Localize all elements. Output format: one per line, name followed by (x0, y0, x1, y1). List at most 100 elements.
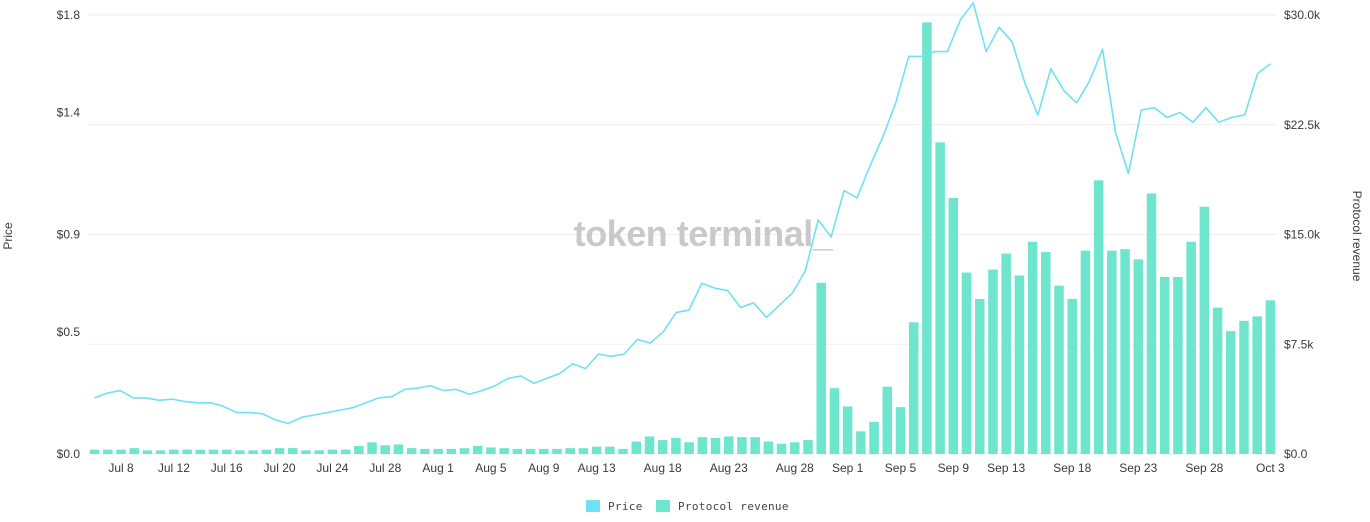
revenue-bar-0[interactable] (89, 449, 100, 454)
revenue-bar-21[interactable] (367, 442, 377, 454)
revenue-bar-63[interactable] (922, 22, 932, 454)
revenue-bar-51[interactable] (763, 441, 774, 454)
revenue-bar-40[interactable] (618, 448, 628, 454)
revenue-bar-55[interactable] (816, 282, 826, 454)
revenue-bar-32[interactable] (512, 448, 523, 454)
revenue-bar-7[interactable] (182, 449, 192, 454)
revenue-bar-28[interactable] (459, 448, 470, 454)
revenue-bar-15[interactable] (288, 448, 298, 454)
revenue-bar-1[interactable] (103, 449, 113, 454)
revenue-bar-23[interactable] (393, 444, 404, 454)
right-tick-label-2: $15.0k (1284, 228, 1321, 242)
x-tick-label-19: Sep 28 (1185, 461, 1223, 475)
revenue-bar-89[interactable] (1265, 300, 1276, 454)
revenue-bar-9[interactable] (208, 449, 219, 454)
legend-item-revenue[interactable]: Protocol revenue (656, 500, 789, 513)
price-line[interactable] (94, 2, 1272, 425)
revenue-bar-56[interactable] (829, 388, 840, 454)
revenue-bar-72[interactable] (1041, 252, 1051, 454)
revenue-bar-17[interactable] (314, 450, 324, 454)
revenue-bar-57[interactable] (842, 406, 853, 454)
revenue-bar-50[interactable] (750, 437, 760, 454)
revenue-bar-58[interactable] (856, 431, 866, 454)
revenue-bar-16[interactable] (301, 450, 311, 454)
revenue-bar-45[interactable] (684, 442, 694, 454)
revenue-bar-53[interactable] (790, 442, 800, 454)
revenue-bar-88[interactable] (1252, 316, 1262, 454)
left-tick-label-1: $0.5 (57, 325, 81, 339)
revenue-bar-76[interactable] (1093, 180, 1104, 455)
revenue-bar-65[interactable] (948, 197, 959, 455)
revenue-bar-82[interactable] (1173, 276, 1183, 454)
revenue-bar-2[interactable] (116, 449, 126, 454)
revenue-bar-66[interactable] (961, 272, 972, 454)
revenue-bar-29[interactable] (472, 445, 483, 454)
revenue-bar-4[interactable] (142, 450, 153, 454)
revenue-bar-52[interactable] (776, 443, 787, 454)
revenue-bar-35[interactable] (552, 448, 562, 454)
revenue-bar-64[interactable] (935, 142, 945, 454)
revenue-bar-83[interactable] (1186, 241, 1196, 454)
x-tick-label-17: Sep 18 (1053, 461, 1091, 475)
revenue-bar-13[interactable] (261, 449, 272, 454)
revenue-bar-70[interactable] (1014, 275, 1025, 454)
revenue-bar-59[interactable] (869, 421, 879, 454)
revenue-bar-41[interactable] (631, 441, 642, 454)
revenue-bar-6[interactable] (169, 449, 179, 454)
x-tick-label-10: Aug 18 (644, 461, 682, 475)
revenue-bar-39[interactable] (605, 446, 615, 454)
revenue-bar-25[interactable] (420, 448, 430, 454)
revenue-bar-10[interactable] (221, 449, 232, 454)
revenue-bar-73[interactable] (1054, 285, 1064, 454)
revenue-bar-27[interactable] (446, 448, 457, 454)
revenue-bar-62[interactable] (908, 322, 919, 454)
revenue-bar-85[interactable] (1212, 307, 1223, 454)
revenue-bar-19[interactable] (340, 449, 351, 454)
revenue-bar-26[interactable] (433, 448, 443, 454)
revenue-bar-86[interactable] (1226, 331, 1236, 454)
revenue-bar-84[interactable] (1199, 206, 1210, 454)
revenue-bar-38[interactable] (591, 446, 602, 454)
x-tick-label-5: Jul 28 (369, 461, 401, 475)
revenue-bar-14[interactable] (274, 448, 285, 454)
revenue-bar-24[interactable] (406, 448, 417, 454)
revenue-bar-3[interactable] (129, 448, 139, 454)
revenue-bar-49[interactable] (737, 437, 747, 454)
revenue-bar-36[interactable] (565, 448, 575, 454)
revenue-bar-5[interactable] (155, 450, 166, 454)
revenue-bar-12[interactable] (248, 450, 258, 454)
revenue-bar-8[interactable] (195, 449, 206, 454)
revenue-bar-47[interactable] (710, 437, 721, 454)
revenue-bar-78[interactable] (1120, 249, 1130, 454)
revenue-bar-54[interactable] (803, 440, 813, 454)
revenue-bar-31[interactable] (499, 448, 509, 454)
revenue-bar-34[interactable] (539, 448, 549, 454)
revenue-bar-37[interactable] (578, 448, 589, 454)
revenue-bar-79[interactable] (1133, 259, 1144, 454)
revenue-bar-71[interactable] (1027, 241, 1038, 454)
x-tick-label-11: Aug 23 (710, 461, 748, 475)
revenue-bar-60[interactable] (882, 386, 893, 454)
revenue-bar-69[interactable] (1001, 253, 1011, 454)
revenue-bar-33[interactable] (525, 448, 536, 454)
revenue-bar-68[interactable] (988, 269, 998, 454)
revenue-bar-81[interactable] (1159, 276, 1170, 454)
revenue-bar-43[interactable] (657, 440, 668, 454)
revenue-bar-44[interactable] (671, 437, 681, 454)
revenue-bar-46[interactable] (697, 437, 708, 454)
revenue-bar-87[interactable] (1239, 320, 1249, 454)
revenue-bar-30[interactable] (486, 447, 496, 454)
revenue-bar-74[interactable] (1067, 298, 1077, 454)
legend-item-price[interactable]: Price (586, 500, 643, 513)
revenue-bar-80[interactable] (1146, 193, 1157, 454)
revenue-bar-18[interactable] (327, 449, 338, 454)
revenue-bar-22[interactable] (380, 445, 390, 454)
revenue-bar-67[interactable] (974, 298, 985, 454)
revenue-bar-11[interactable] (235, 450, 245, 454)
revenue-bar-42[interactable] (644, 436, 655, 454)
revenue-bar-61[interactable] (895, 407, 906, 454)
revenue-bar-48[interactable] (723, 436, 734, 454)
revenue-bar-75[interactable] (1080, 250, 1091, 454)
revenue-bar-77[interactable] (1107, 250, 1117, 454)
revenue-bar-20[interactable] (354, 445, 364, 454)
